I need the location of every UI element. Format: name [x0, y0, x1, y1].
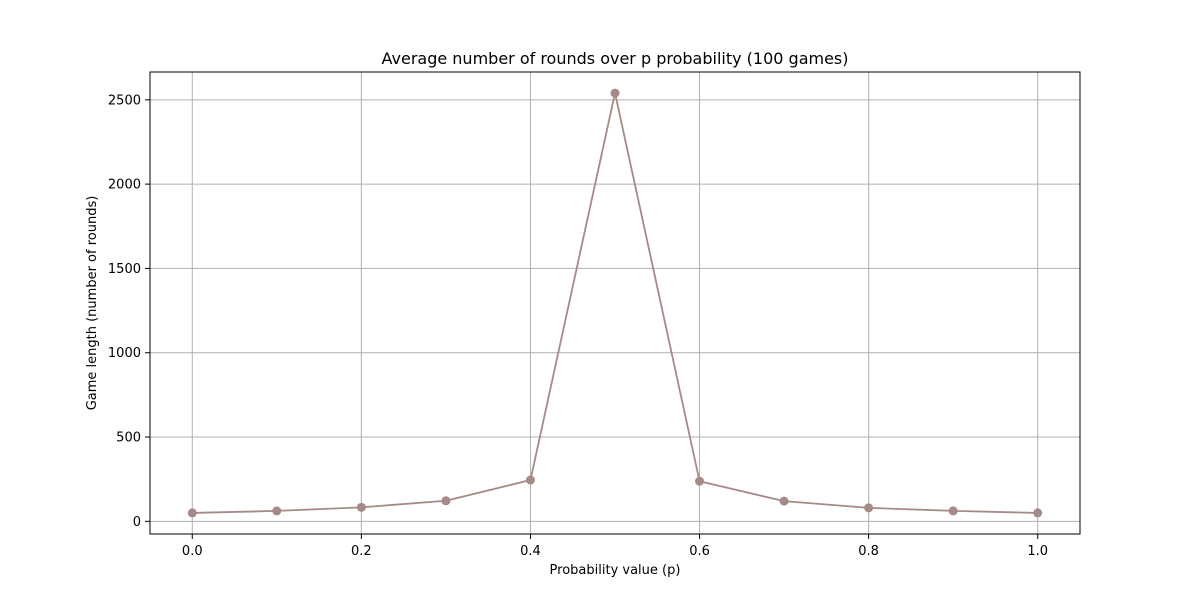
series-group — [187, 88, 1043, 518]
x-tick-label: 0.8 — [858, 544, 879, 559]
x-tick-label: 0.2 — [351, 544, 372, 559]
data-point — [864, 503, 874, 513]
y-tick-label: 2500 — [108, 93, 141, 108]
data-point — [272, 506, 282, 516]
data-point — [695, 476, 705, 486]
plot-area-frame — [149, 71, 1081, 535]
data-point — [356, 502, 366, 512]
data-point — [948, 506, 958, 516]
data-point — [779, 496, 789, 506]
x-axis-ticks: 0.0 0.2 0.4 0.6 0.8 1.0 — [182, 534, 1048, 559]
y-axis-ticks: 0 500 1000 1500 2000 2500 — [108, 93, 150, 530]
x-tick-label: 0.6 — [689, 544, 710, 559]
y-axis-label: Game length (number of rounds) — [85, 196, 100, 411]
grid — [150, 72, 1080, 534]
y-tick-label: 500 — [116, 431, 141, 446]
data-point — [1033, 508, 1043, 518]
x-tick-label: 0.4 — [520, 544, 541, 559]
y-tick-label: 2000 — [108, 178, 141, 193]
x-tick-label: 1.0 — [1027, 544, 1048, 559]
chart-title: Average number of rounds over p probabil… — [382, 49, 849, 68]
x-axis-label: Probability value (p) — [550, 563, 681, 578]
data-point — [441, 496, 451, 506]
data-point — [525, 475, 535, 485]
y-tick-label: 1000 — [108, 346, 141, 361]
y-tick-label: 1500 — [108, 262, 141, 277]
data-point — [610, 88, 620, 98]
x-tick-label: 0.0 — [182, 544, 203, 559]
series-line — [192, 92, 1038, 514]
y-tick-label: 0 — [133, 515, 141, 530]
data-point — [187, 508, 197, 518]
